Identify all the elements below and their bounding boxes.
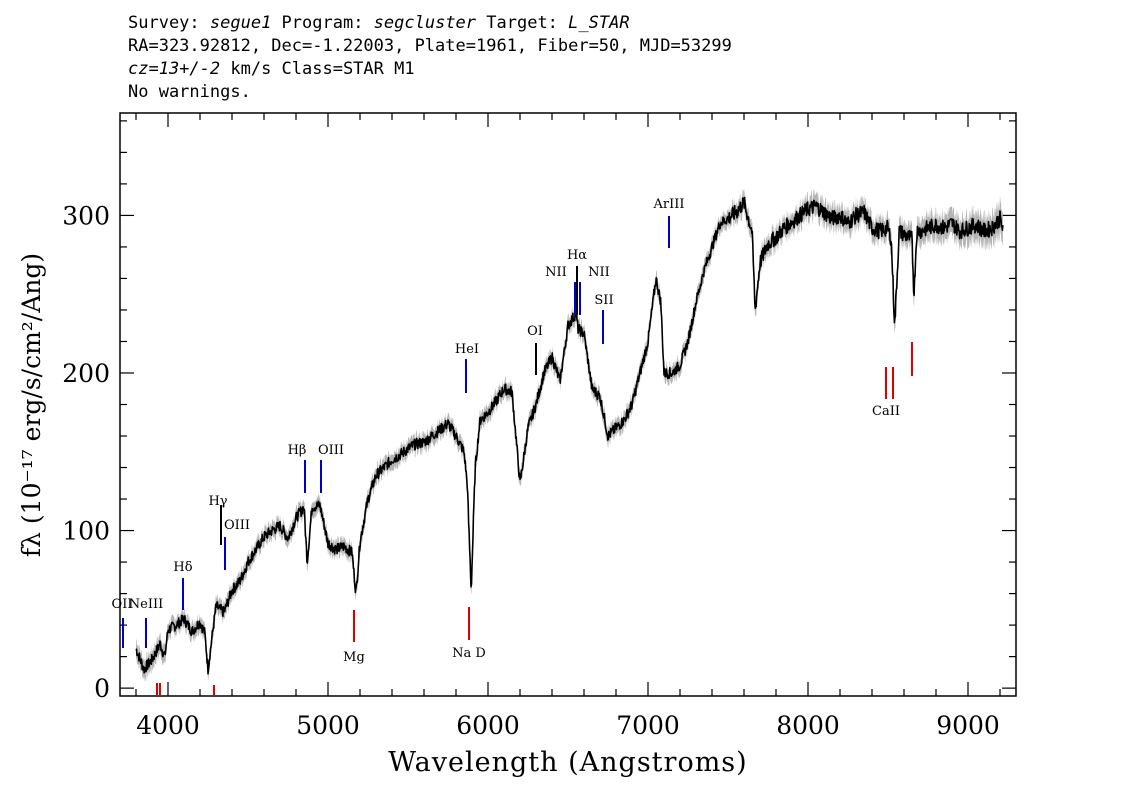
- x-tick-label: 4000: [136, 711, 200, 740]
- emission-line-label: OI: [527, 324, 543, 339]
- target-label: Target:: [476, 13, 569, 33]
- header-line-warnings: No warnings.: [128, 82, 251, 102]
- emission-line-label: HeI: [455, 342, 479, 357]
- emission-line-label: Hβ: [288, 443, 307, 458]
- emission-line-label: OII: [112, 597, 133, 612]
- header-line-survey: Survey: segue1 Program: segcluster Targe…: [128, 12, 732, 35]
- header-line-coordinates: RA=323.92812, Dec=-1.22003, Plate=1961, …: [128, 36, 732, 56]
- emission-line-label: Hγ: [208, 494, 227, 509]
- emission-line-label: NII: [588, 265, 610, 280]
- emission-line-label: ArIII: [652, 197, 684, 212]
- emission-line-label: SII: [594, 293, 613, 308]
- program-label: Program:: [271, 13, 374, 33]
- absorption-line-label: Na D: [452, 646, 486, 661]
- emission-line-label: NeIII: [129, 597, 163, 612]
- y-tick-labels: 0 100 200 300: [62, 201, 110, 703]
- absorption-line-label: Mg: [343, 650, 365, 665]
- emission-line-label: OIII: [224, 518, 250, 533]
- x-tick-label: 7000: [616, 711, 680, 740]
- absorption-line-label: CaII: [872, 404, 900, 419]
- survey-value: segue1: [209, 13, 272, 33]
- y-axis-label: fλ (10⁻¹⁷ erg/s/cm²/Ang): [17, 253, 46, 557]
- y-tick-label: 0: [94, 674, 110, 703]
- survey-label: Survey:: [128, 13, 210, 33]
- header-line-redshift: cz=13+/-2 km/s Class=STAR M1: [128, 58, 732, 81]
- y-tick-label: 300: [62, 201, 110, 230]
- x-tick-labels: 4000 5000 6000 7000 8000 9000: [136, 711, 1000, 740]
- x-tick-label: 8000: [776, 711, 840, 740]
- x-axis-label: Wavelength (Angstroms): [388, 747, 747, 778]
- emission-line-label: NII: [545, 265, 567, 280]
- emission-line-label: Hα: [567, 248, 587, 263]
- cz-value: cz=13+/-2: [128, 59, 221, 79]
- y-tick-label: 100: [62, 517, 110, 546]
- axis-ticks: [120, 113, 1016, 696]
- class-text: km/s Class=STAR M1: [220, 59, 415, 79]
- emission-line-label: OIII: [318, 443, 344, 458]
- x-tick-label: 9000: [936, 711, 1000, 740]
- target-value: L_STAR: [568, 13, 630, 33]
- spectrum-line: [135, 196, 1004, 675]
- emission-line-label: Hδ: [173, 560, 192, 575]
- x-tick-label: 5000: [296, 711, 360, 740]
- program-value: segcluster: [373, 13, 477, 33]
- x-tick-label: 6000: [456, 711, 520, 740]
- y-tick-label: 200: [62, 359, 110, 388]
- spectrum-header: Survey: segue1 Program: segcluster Targe…: [128, 12, 732, 104]
